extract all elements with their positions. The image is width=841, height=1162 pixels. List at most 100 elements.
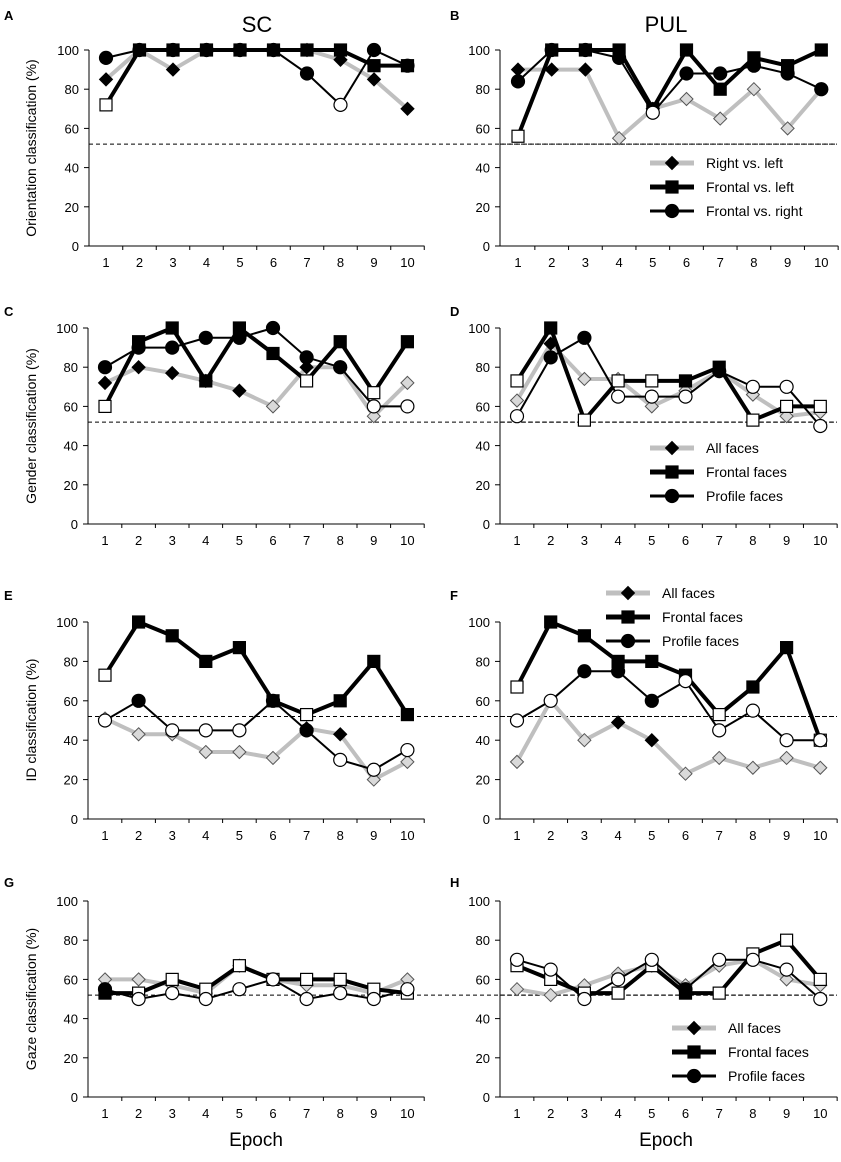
panel-letter: F (450, 588, 458, 603)
y-tick-label: 60 (64, 694, 78, 709)
data-point (300, 707, 314, 722)
x-tick-label: 10 (813, 828, 827, 843)
data-point (746, 413, 760, 427)
data-point (366, 42, 382, 58)
data-point (198, 744, 214, 760)
x-tick-label: 7 (303, 1106, 310, 1121)
x-axis-label-sc: Epoch (229, 1130, 283, 1151)
panel-letter: C (4, 304, 14, 319)
data-point (544, 42, 559, 58)
data-point (779, 733, 794, 748)
x-tick-label: 3 (169, 828, 176, 843)
data-point (813, 972, 827, 987)
y-tick-label: 0 (483, 812, 490, 827)
data-point (366, 772, 382, 787)
legend-label: Frontal vs. right (706, 203, 803, 219)
y-tick-label: 80 (64, 654, 78, 669)
data-point (299, 991, 314, 1007)
x-tick-label: 5 (236, 1106, 243, 1121)
data-point (678, 766, 693, 781)
data-point (266, 42, 281, 58)
series-all-faces (97, 958, 415, 1001)
y-tick-label: 20 (64, 478, 78, 493)
x-tick-label: 6 (269, 533, 276, 548)
legend: All faces Frontal faces Profile faces (672, 1020, 809, 1084)
series-line (104, 326, 408, 408)
data-point (712, 364, 727, 379)
data-point (813, 733, 828, 748)
x-tick-label: 5 (236, 533, 243, 548)
data-point (300, 43, 314, 57)
y-tick-label: 100 (56, 615, 78, 630)
legend: Right vs. left Frontal vs. left Frontal vs… (650, 155, 803, 219)
data-point (746, 58, 762, 73)
data-point (366, 72, 382, 87)
y-tick-label: 60 (476, 121, 490, 136)
x-tick-label: 10 (814, 255, 828, 270)
data-point (510, 374, 524, 388)
data-point (712, 986, 726, 1000)
data-point (577, 371, 592, 387)
data-point (814, 82, 829, 97)
x-tick-label: 9 (784, 255, 791, 270)
legend-marker (664, 440, 680, 456)
series-profile-faces (509, 664, 828, 748)
panel-f: F 0 20 40 60 80 100 1 2 3 4 5 6 7 8 9 10 (450, 588, 838, 843)
data-point (400, 982, 415, 997)
y-tick-label: 100 (468, 321, 490, 336)
x-tick-label: 5 (236, 255, 243, 270)
data-point (779, 641, 794, 655)
data-point (779, 962, 794, 977)
x-tick-label: 7 (716, 828, 723, 843)
data-point (610, 715, 626, 730)
legend-marker (664, 155, 680, 171)
data-point (577, 664, 592, 679)
data-point (610, 972, 626, 987)
x-tick-label: 8 (337, 828, 344, 843)
data-point (779, 379, 794, 394)
panel-b: B 0 20 40 60 80 100 1 2 3 4 5 6 7 8 9 10 Right vs. left Fr… (450, 8, 839, 270)
y-tick-label: 80 (476, 933, 490, 948)
y-tick-label: 20 (476, 773, 490, 788)
y-tick-label: 100 (468, 43, 490, 58)
x-tick-label: 6 (269, 828, 276, 843)
series-line (518, 67, 823, 142)
x-tick-label: 1 (514, 255, 521, 270)
data-point (367, 654, 381, 669)
x-tick-label: 7 (303, 533, 310, 548)
y-tick-label: 60 (65, 121, 79, 136)
data-point (645, 105, 660, 120)
x-tick-label: 8 (337, 533, 344, 548)
data-point (400, 399, 415, 414)
y-axis-label: Orientation classification (%) (23, 59, 39, 236)
panel-letter: E (4, 588, 13, 603)
data-point (165, 723, 180, 738)
legend-marker (664, 488, 680, 504)
series-profile-faces (509, 330, 828, 434)
series-all-faces (97, 711, 415, 787)
data-point (611, 374, 625, 388)
series-line (516, 336, 822, 427)
data-point (509, 393, 525, 408)
y-tick-label: 60 (64, 972, 78, 987)
data-point (678, 982, 693, 997)
x-tick-label: 6 (682, 828, 689, 843)
data-point (610, 664, 626, 679)
x-tick-label: 4 (614, 1106, 621, 1121)
data-point (644, 399, 660, 414)
legend-marker (665, 180, 679, 194)
data-point (333, 972, 347, 987)
y-tick-label: 100 (56, 894, 78, 909)
data-point (232, 383, 247, 398)
data-point (131, 727, 146, 742)
data-point (713, 82, 727, 96)
data-point (544, 615, 558, 629)
data-point (333, 694, 347, 708)
x-tick-label: 10 (400, 533, 414, 548)
legend-label: All faces (662, 585, 715, 601)
y-tick-label: 20 (64, 773, 78, 788)
x-tick-label: 1 (102, 255, 109, 270)
